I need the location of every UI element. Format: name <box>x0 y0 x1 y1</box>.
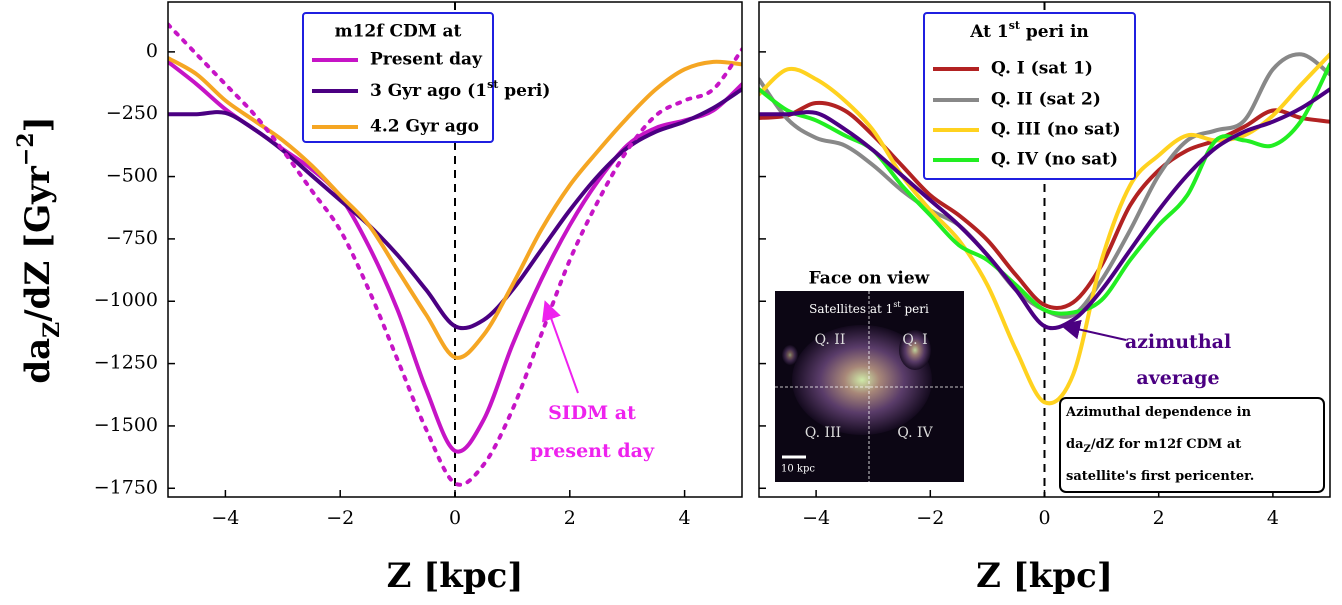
x-tick-label: −4 <box>802 507 830 529</box>
annotation-arrow <box>1060 319 1127 341</box>
inset-quadrant-label: Q. IV <box>897 425 933 441</box>
y-tick-label: −250 <box>106 102 158 124</box>
legend-title-part: st <box>1009 19 1021 32</box>
x-axis-label: Z [kpc] <box>387 556 524 596</box>
inset-subtitle-part: Satellites at 1 <box>809 302 893 316</box>
series-line <box>759 62 1330 316</box>
annotation-arrow <box>542 300 579 394</box>
x-tick-label: −2 <box>326 507 354 529</box>
note-line: satellite's first pericenter. <box>1066 469 1254 484</box>
legend-label: Q. I (sat 1) <box>991 59 1093 79</box>
note-line: Azimuthal dependence in <box>1065 405 1252 420</box>
legend-label: Q. II (sat 2) <box>991 90 1101 110</box>
x-tick-label: 0 <box>449 507 461 529</box>
annotation-text: SIDM at <box>548 402 636 424</box>
series-line <box>759 100 1330 310</box>
plot-area <box>759 2 1330 497</box>
plot-frame <box>167 1 743 498</box>
y-label-sup: −2 <box>13 132 39 166</box>
legend-label: Present day <box>370 50 483 70</box>
legend-box <box>923 12 1136 180</box>
inset-galaxy <box>792 325 932 435</box>
annotation-text: average <box>1136 367 1219 389</box>
x-tick-label: −2 <box>916 507 944 529</box>
note-line-part: satellite's first pericenter. <box>1066 469 1254 484</box>
y-tick-label: −1000 <box>94 289 158 311</box>
inset-satellite <box>782 345 798 365</box>
note-line-part: da <box>1066 437 1084 452</box>
inset-subtitle: Satellites at 1st peri <box>809 300 929 316</box>
y-tick-label: −500 <box>106 165 158 187</box>
legend-label: 3 Gyr ago (1st peri) <box>370 78 550 101</box>
legend-title: At 1st peri in <box>969 19 1089 42</box>
y-tick-label: 0 <box>146 40 158 62</box>
y-tick-label: −1500 <box>94 414 158 436</box>
plot-area <box>168 2 742 497</box>
inset-title: Face on view <box>809 269 930 289</box>
y-tick-label: −750 <box>106 227 158 249</box>
legend-title: m12f CDM at <box>335 22 462 42</box>
y-label-part: ] <box>18 116 58 132</box>
y-tick-label: −1750 <box>94 476 158 498</box>
y-tick-label: −1250 <box>94 352 158 374</box>
inset-scale-label: 10 kpc <box>781 464 815 475</box>
x-tick-label: 4 <box>679 507 691 529</box>
y-label-sub: Z <box>39 322 65 338</box>
inset-quadrant-label: Q. I <box>902 332 927 348</box>
annotation-text: azimuthal <box>1125 331 1231 353</box>
note-line-part: Azimuthal dependence in <box>1065 405 1252 420</box>
inset-quadrant-label: Q. III <box>805 425 841 441</box>
legend-label-part: st <box>487 78 499 91</box>
series-line <box>168 87 742 331</box>
note-line-part: /dZ for m12f CDM at <box>1091 437 1241 452</box>
legend-label-part: peri) <box>498 81 550 101</box>
y-label-part: da <box>18 338 58 384</box>
legend-title-part: At 1 <box>969 22 1009 42</box>
inset-subtitle-part: peri <box>901 302 929 316</box>
annotation-text: present day <box>530 440 655 462</box>
plot-frame <box>758 1 1331 498</box>
inset-quadrant-label: Q. II <box>815 332 846 348</box>
legend-label: Q. III (no sat) <box>991 120 1121 140</box>
y-label-part: /dZ [Gyr <box>18 165 58 322</box>
x-tick-label: 4 <box>1267 507 1279 529</box>
x-tick-label: 2 <box>564 507 576 529</box>
x-tick-label: −4 <box>211 507 239 529</box>
series-line <box>168 22 742 487</box>
legend-label-part: 3 Gyr ago (1 <box>370 81 487 101</box>
legend-box <box>302 12 494 143</box>
note-box <box>1059 397 1325 493</box>
inset-subtitle-part: st <box>893 300 901 309</box>
note-line: daZ/dZ for m12f CDM at <box>1066 437 1241 456</box>
x-tick-label: 2 <box>1153 507 1165 529</box>
x-tick-label: 0 <box>1038 507 1050 529</box>
legend-label: 4.2 Gyr ago <box>370 117 479 137</box>
note-line-part: Z <box>1084 444 1091 455</box>
legend-label: Q. IV (no sat) <box>991 150 1118 170</box>
series-line <box>759 87 1330 331</box>
y-axis-label: daZ/dZ [Gyr−2] <box>13 116 65 383</box>
inset-satellite <box>899 330 931 370</box>
x-axis-label: Z [kpc] <box>976 556 1113 596</box>
series-line <box>168 56 742 360</box>
legend-title-part: peri in <box>1020 22 1089 42</box>
